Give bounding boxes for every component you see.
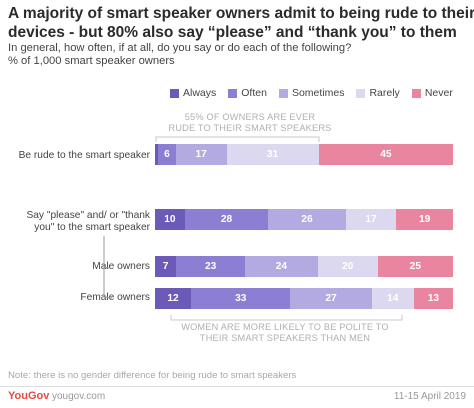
chart-title-line-2: devices - but 80% also say “please” and …	[8, 24, 457, 41]
annotation-rude-line-2: RUDE TO THEIR SMART SPEAKERS	[168, 123, 332, 133]
survey-date: 11-15 April 2019	[393, 391, 466, 402]
footnote: Note: there is no gender difference for …	[8, 370, 297, 381]
data-label: 31	[267, 149, 279, 160]
data-label: 12	[167, 293, 179, 304]
legend-swatch-never	[411, 88, 421, 98]
data-label: 24	[275, 261, 288, 272]
bar-row-please: 10 28 26 17 19	[155, 209, 453, 230]
annotation-rude-line-1: 55% OF OWNERS ARE EVER	[184, 112, 316, 122]
bar-row-female: 12 33 27 14 13	[155, 288, 453, 309]
legend-label-sometimes: Sometimes	[291, 87, 345, 99]
source-url[interactable]: yougov.com	[52, 391, 106, 402]
legend-item-sometimes: Sometimes	[278, 87, 345, 99]
annotation-women-line-1: WOMEN ARE MORE LIKELY TO BE POLITE TO	[181, 322, 389, 332]
annotation-rude: 55% OF OWNERS ARE EVER RUDE TO THEIR SMA…	[160, 112, 340, 134]
data-label: 27	[325, 293, 337, 304]
data-label: 14	[387, 293, 399, 304]
row-label-female: Female owners	[80, 292, 150, 303]
legend-item-often: Often	[228, 87, 267, 99]
bar-segment-always	[155, 144, 158, 165]
bar-segment-never: 13	[413, 288, 453, 309]
bar-segment-never: 19	[396, 209, 453, 230]
bar-segment-rarely: 31	[226, 144, 319, 165]
chart-subtitle: In general, how often, if at all, do you…	[8, 42, 470, 68]
bar-segment-often: 6	[157, 144, 176, 165]
legend-swatch-rarely	[356, 88, 366, 98]
bar-segment-rarely: 17	[345, 209, 397, 230]
gender-connector	[103, 236, 113, 299]
bar-segment-often: 23	[176, 256, 246, 277]
data-label: 7	[162, 261, 169, 272]
legend-item-always: Always	[170, 87, 216, 99]
annotation-women: WOMEN ARE MORE LIKELY TO BE POLITE TO TH…	[160, 322, 410, 344]
bar-segment-always: 10	[155, 209, 185, 230]
bar-segment-rarely: 14	[371, 288, 414, 309]
bar-segment-often: 28	[184, 209, 269, 230]
data-label: 25	[409, 261, 421, 272]
data-label: 13	[427, 293, 440, 304]
chart-subtitle-line-1: In general, how often, if at all, do you…	[8, 42, 352, 54]
bar-segment-sometimes: 27	[290, 288, 372, 309]
legend-swatch-always	[170, 88, 179, 98]
bar-segment-sometimes: 24	[245, 256, 318, 277]
row-label-please: Say "please" and/ or "thank you" to the …	[26, 210, 150, 233]
chart-legend: Always Often Sometimes Rarely Never	[170, 86, 465, 100]
annotation-women-line-2: THEIR SMART SPEAKERS THAN MEN	[199, 333, 371, 343]
chart-title-line-1: A majority of smart speaker owners admit…	[8, 5, 474, 22]
legend-item-rarely: Rarely	[356, 87, 400, 99]
yougov-logo: YouGov	[8, 390, 50, 402]
legend-item-never: Never	[411, 87, 453, 99]
data-label: 6	[164, 149, 170, 160]
data-label: 10	[164, 214, 176, 225]
annotation-rude-bracket	[155, 136, 320, 142]
legend-label-always: Always	[183, 87, 217, 99]
data-label: 23	[205, 261, 217, 272]
annotation-women-bracket	[170, 315, 403, 321]
data-label: 28	[220, 214, 233, 225]
bar-segment-often: 33	[191, 288, 291, 309]
data-label: 20	[341, 261, 354, 272]
chart-title: A majority of smart speaker owners admit…	[8, 4, 474, 42]
bar-row-rude: 6 17 31 45	[155, 144, 453, 165]
data-label: 45	[380, 149, 392, 160]
bar-row-male: 7 23 24 20 25	[155, 256, 453, 277]
bar-segment-sometimes: 26	[268, 209, 346, 230]
data-label: 17	[365, 214, 377, 225]
bar-segment-always: 12	[155, 288, 192, 309]
bar-segment-never: 25	[377, 256, 453, 277]
bar-segment-rarely: 20	[317, 256, 378, 277]
legend-label-rarely: Rarely	[369, 87, 400, 99]
bar-segment-sometimes: 17	[175, 144, 227, 165]
legend-label-often: Often	[241, 87, 267, 99]
row-label-male: Male owners	[92, 261, 150, 272]
data-label: 17	[195, 149, 207, 160]
row-label-rude: Be rude to the smart speaker	[18, 150, 150, 161]
bar-segment-never: 45	[318, 144, 453, 165]
data-label: 26	[301, 214, 313, 225]
legend-label-never: Never	[424, 87, 453, 99]
data-label: 19	[418, 214, 431, 225]
chart-subtitle-line-2: % of 1,000 smart speaker owners	[8, 55, 175, 67]
legend-swatch-often	[228, 88, 238, 98]
bar-segment-always: 7	[155, 256, 177, 277]
data-label: 33	[235, 293, 247, 304]
legend-swatch-sometimes	[278, 88, 288, 98]
footer-divider	[0, 386, 474, 387]
